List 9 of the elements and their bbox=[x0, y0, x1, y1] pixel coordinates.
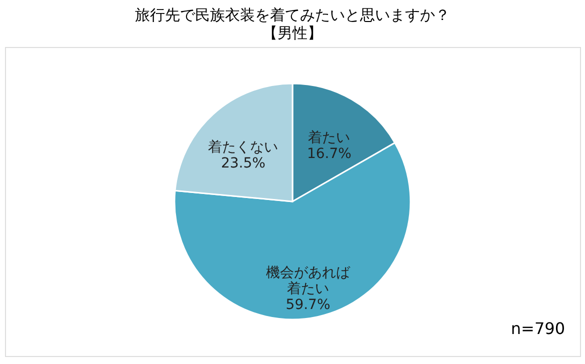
text: n=790 bbox=[510, 319, 565, 338]
chart-title: 旅行先で民族衣装を着てみたいと思いますか？ bbox=[135, 6, 450, 24]
chart-subtitle: 【男性】 bbox=[262, 24, 322, 42]
data-label: 23.5% bbox=[220, 155, 266, 172]
slice-label: 着たい bbox=[308, 130, 350, 146]
slice-label: 着たくない bbox=[208, 139, 278, 156]
slice-label: 機会があれば着たい bbox=[266, 264, 352, 297]
data-label: 16.7% bbox=[306, 146, 352, 162]
data-label: 59.7% bbox=[286, 296, 330, 313]
